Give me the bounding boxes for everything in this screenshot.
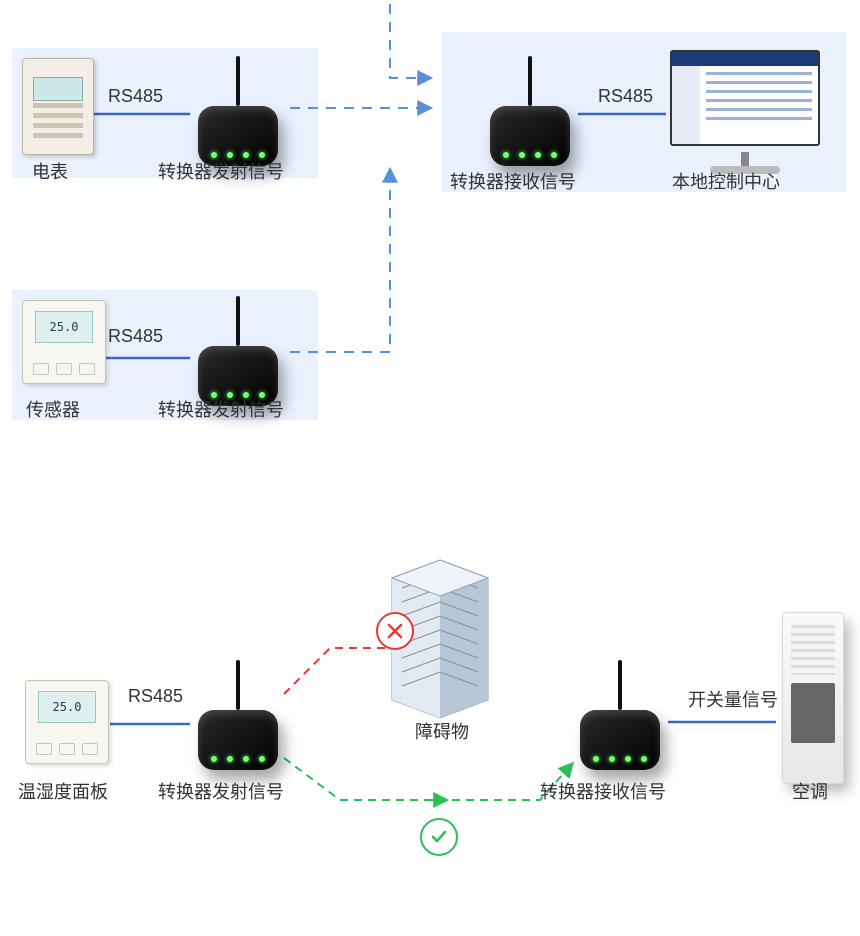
fail-icon — [376, 612, 414, 650]
link-tx2-rx1 — [290, 170, 390, 352]
meter-icon — [22, 58, 94, 155]
monitor-icon — [670, 50, 820, 170]
link-top-in — [390, 4, 430, 78]
sensor-icon-1: 25.0 — [22, 300, 106, 384]
ac-icon — [782, 612, 844, 784]
label-sensor1: 传感器 — [26, 396, 80, 422]
rs485-label-3: RS485 — [128, 686, 183, 707]
label-ac: 空调 — [792, 778, 828, 804]
link-ok — [284, 758, 572, 800]
rs485-label-0: RS485 — [108, 86, 163, 107]
label-conv-tx1: 转换器发射信号 — [158, 158, 284, 184]
label-sensor2: 温湿度面板 — [18, 778, 108, 804]
label-conv-tx3: 转换器发射信号 — [158, 778, 284, 804]
label-conv-tx2: 转换器发射信号 — [158, 396, 284, 422]
label-conv-rx2: 转换器接收信号 — [540, 778, 666, 804]
label-meter: 电表 — [32, 158, 68, 184]
label-building: 障碍物 — [415, 718, 469, 744]
rs485-label-1: RS485 — [108, 326, 163, 347]
label-conv-rx1: 转换器接收信号 — [450, 168, 576, 194]
rs485-label-2: RS485 — [598, 86, 653, 107]
label-monitor: 本地控制中心 — [672, 168, 780, 194]
sensor-icon-2: 25.0 — [25, 680, 109, 764]
switch-signal-label: 开关量信号 — [688, 686, 778, 712]
link-blocked — [284, 648, 398, 694]
ok-icon — [420, 818, 458, 856]
